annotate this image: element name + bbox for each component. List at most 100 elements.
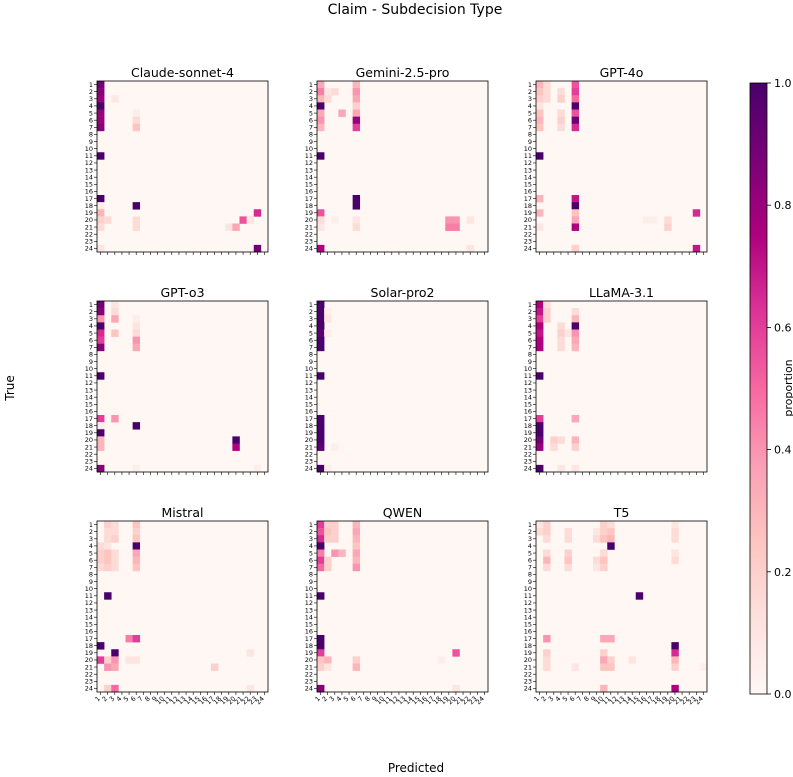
- y-tick-label: 19: [85, 209, 93, 217]
- heatmap-cell: [324, 315, 332, 323]
- heatmap-cell: [132, 422, 141, 430]
- heatmap-cell: [132, 322, 141, 330]
- y-tick-label: 12: [524, 379, 532, 387]
- y-tick-label: 5: [309, 549, 313, 557]
- y-tick-label: 15: [524, 181, 532, 189]
- heatmap-cell: [317, 436, 325, 444]
- panel-frame: [535, 80, 708, 253]
- y-tick-label: 16: [305, 628, 313, 636]
- heatmap-cell: [104, 592, 112, 600]
- y-tick-label: 2: [89, 528, 93, 536]
- heatmap-cell: [466, 244, 475, 253]
- x-tick-label: 6: [349, 695, 358, 704]
- heatmap-cell: [557, 116, 565, 125]
- heatmap-cell: [97, 549, 105, 557]
- heatmap-cell: [97, 202, 105, 210]
- y-tick-label: 20: [305, 216, 313, 224]
- y-tick-label: 8: [89, 571, 93, 579]
- heatmap-cell: [324, 329, 332, 337]
- heatmap-cell: [324, 95, 332, 103]
- heatmap-cell: [97, 415, 105, 423]
- y-tick-label: 10: [305, 365, 313, 373]
- x-tick-label: 24: [474, 695, 486, 707]
- x-tick-label: 6: [568, 695, 577, 704]
- y-tick-label: 15: [85, 401, 93, 409]
- heatmap-cell: [543, 635, 551, 643]
- panel-frame: [535, 520, 708, 693]
- x-tick-label: 17: [204, 695, 216, 707]
- heatmap-cell: [571, 102, 580, 110]
- y-tick-label: 3: [89, 315, 93, 323]
- y-tick-label: 17: [305, 195, 313, 203]
- heatmap-cell: [445, 223, 453, 231]
- heatmap-cell: [317, 556, 325, 565]
- heatmap-cell: [536, 422, 544, 430]
- heatmap-cell: [97, 209, 105, 217]
- heatmap-cell: [352, 656, 361, 664]
- heatmap-cell: [317, 95, 325, 103]
- heatmap-cell: [331, 443, 339, 451]
- y-tick-label: 18: [524, 202, 532, 210]
- heatmap-cell: [571, 223, 580, 231]
- y-tick-label: 1: [528, 301, 532, 309]
- heatmap-cell: [97, 343, 105, 352]
- heatmap-cell: [564, 528, 572, 536]
- heatmap-cell: [324, 563, 332, 572]
- heatmap-cell: [466, 216, 475, 224]
- colorbar-label: proportion: [782, 359, 793, 416]
- y-tick-label: 12: [305, 599, 313, 607]
- panel-frame: [535, 300, 708, 473]
- heatmap-cell: [593, 556, 601, 565]
- y-tick-label: 22: [305, 670, 313, 678]
- x-tick-label: 12: [389, 695, 401, 707]
- y-tick-label: 6: [89, 336, 93, 344]
- heatmap-cell: [317, 81, 325, 89]
- y-tick-label: 20: [305, 656, 313, 664]
- heatmap-cell: [564, 549, 572, 557]
- heatmap-cell: [324, 663, 332, 671]
- heatmap-cell: [104, 556, 112, 565]
- heatmap-cell: [536, 308, 544, 316]
- x-tick-label: 14: [622, 695, 634, 707]
- heatmap-cell: [536, 521, 544, 529]
- heatmap-cell: [600, 556, 608, 565]
- heatmap-cell: [324, 656, 332, 664]
- y-tick-label: 1: [528, 81, 532, 89]
- x-tick-label: 10: [594, 695, 606, 707]
- heatmap-cell: [317, 322, 325, 330]
- heatmap-cell: [331, 521, 339, 529]
- y-tick-label: 13: [305, 606, 313, 614]
- y-tick-label: 1: [309, 81, 313, 89]
- heatmap-cell: [571, 81, 580, 89]
- heatmap-cell: [111, 535, 119, 543]
- heatmap-cell: [600, 535, 608, 543]
- heatmap-cell: [111, 563, 119, 572]
- x-tick-label: 11: [382, 695, 394, 707]
- heatmap-cell: [352, 528, 361, 536]
- x-tick-label: 16: [197, 695, 209, 707]
- y-tick-label: 22: [85, 670, 93, 678]
- y-tick-label: 11: [305, 372, 313, 380]
- heatmap-cell: [331, 535, 339, 543]
- heatmap-cell: [97, 88, 105, 96]
- y-tick-label: 18: [524, 642, 532, 650]
- heatmap-cell: [338, 549, 346, 557]
- heatmap-cell: [97, 216, 105, 224]
- heatmap-cell: [600, 663, 608, 671]
- heatmap-cell: [104, 684, 112, 693]
- heatmap-cell: [557, 95, 565, 103]
- x-tick-label: 13: [176, 695, 188, 707]
- y-tick-label: 8: [528, 131, 532, 139]
- y-tick-label: 13: [305, 166, 313, 174]
- x-tick-label: 14: [403, 695, 415, 707]
- heatmap-cell: [97, 329, 105, 337]
- y-tick-label: 1: [309, 521, 313, 529]
- y-tick-label: 11: [524, 152, 532, 160]
- heatmap-cell: [232, 223, 240, 231]
- heatmap-cell: [352, 81, 361, 89]
- heatmap-cell: [671, 535, 679, 543]
- heatmap-cell: [132, 528, 141, 536]
- x-tick-label: 13: [396, 695, 408, 707]
- heatmap-panel: Claude-sonnet-41234567891011121314151617…: [85, 65, 269, 255]
- x-tick-label: 11: [601, 695, 613, 707]
